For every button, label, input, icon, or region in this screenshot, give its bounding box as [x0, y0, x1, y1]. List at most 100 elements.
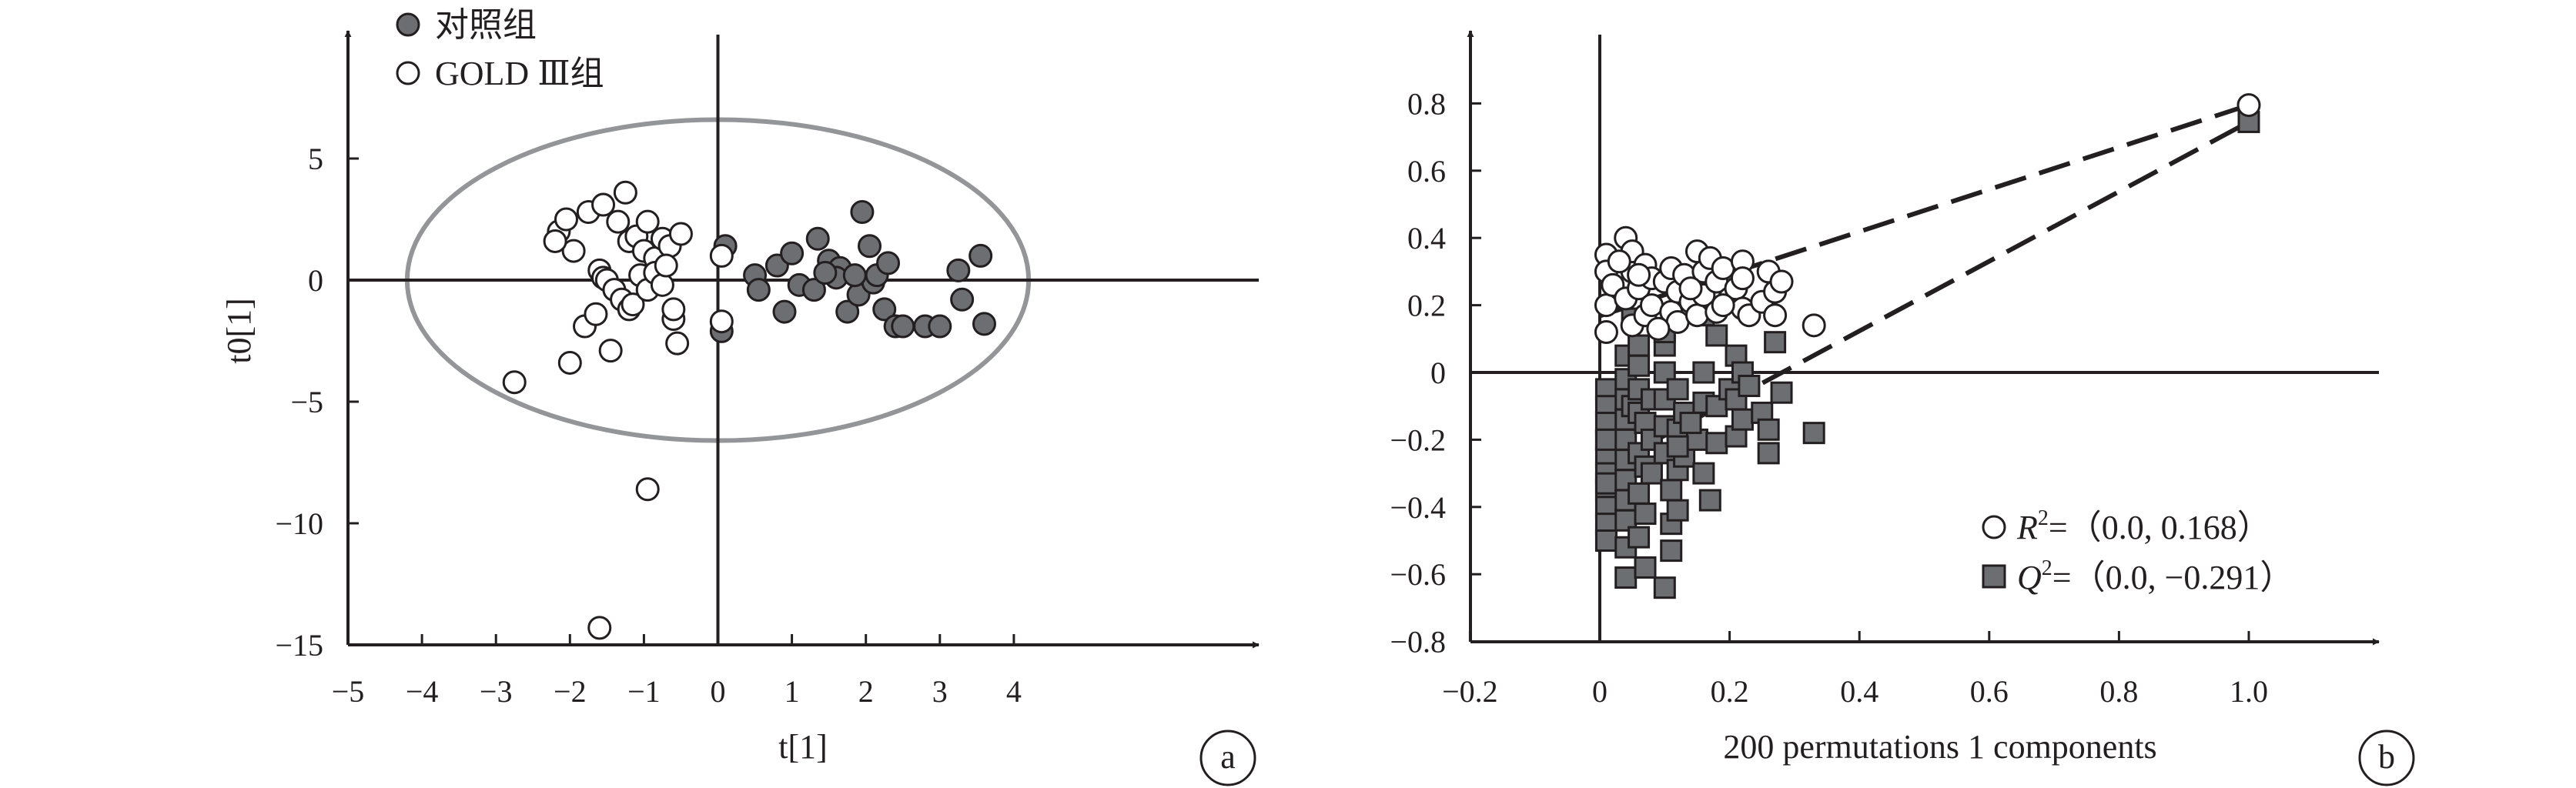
q2-point: [1802, 422, 1825, 445]
gold3-point: [613, 180, 637, 205]
gold3-point: [591, 192, 616, 217]
control-point: [746, 278, 771, 302]
control-point: [876, 251, 901, 275]
panel-a-badge: a: [1199, 730, 1256, 786]
control-point: [801, 278, 826, 302]
panel-b: −0.2 0 0.2 0.4 0.6 0.8 1.0 0.8 0.6 0.4 0.2 0 −0.2 −0.…: [1390, 30, 2415, 786]
gold3-point: [654, 253, 678, 278]
r2-point: [1627, 262, 1651, 287]
panel-b-x-tick-label: 0.8: [2099, 674, 2138, 709]
r2-point: [2236, 93, 2261, 118]
panel-b-x-tick-label: 0: [1592, 674, 1607, 709]
panel-a-x-tick-label: −5: [332, 674, 365, 709]
q2-point: [1594, 529, 1618, 552]
q2-point: [1628, 526, 1651, 549]
gold3-point: [584, 302, 608, 326]
panel-b-x-axis-label: 200 permutations 1 components: [1723, 728, 2156, 766]
gold3-point: [650, 272, 674, 297]
q2-point: [1653, 576, 1676, 599]
panel-b-y-tick-label: 0.4: [1407, 221, 1446, 255]
q2-point: [1628, 482, 1651, 505]
panel-a-x-tick-label: 3: [932, 674, 948, 709]
control-point: [858, 234, 882, 259]
panel-a-y-tick-label: 0: [308, 263, 323, 298]
r2-point: [1730, 266, 1755, 291]
gold3-point: [635, 209, 660, 234]
q2-point: [1705, 324, 1728, 347]
q2-point: [1705, 432, 1728, 455]
control-point: [872, 297, 897, 322]
panel-b-tick-labels: −0.2 0 0.2 0.4 0.6 0.8 1.0 0.8 0.6 0.4 0.2 0 −0.2 −0.…: [1390, 86, 2268, 709]
r2-point: [1711, 256, 1735, 281]
panel-a-x-tick-label: −2: [554, 674, 587, 709]
q2-point: [1660, 539, 1683, 563]
q2-point: [1594, 472, 1618, 495]
panel-b-x-tick-label: 0.6: [1970, 674, 2009, 709]
panel-b-y-tick-label: −0.6: [1390, 557, 1446, 592]
panel-a-x-tick-label: 0: [711, 674, 726, 709]
legend-q2-label: Q2=（0.0, −0.291）: [2017, 556, 2293, 596]
panel-b-y-tick-label: 0.2: [1407, 289, 1446, 323]
panel-a-x-tick-label: 2: [858, 674, 874, 709]
q2-point: [1764, 331, 1787, 354]
r2-point: [1639, 293, 1664, 318]
control-point: [946, 258, 971, 282]
r2-point: [1607, 249, 1631, 274]
panel-a-legend: 对照组 GOLD Ⅲ组: [396, 6, 604, 92]
gold3-point: [557, 350, 582, 375]
gold3-point: [621, 292, 645, 317]
r2-point: [1711, 293, 1735, 318]
q2-point: [1660, 479, 1683, 502]
panel-b-x-tick-label: −0.2: [1442, 674, 1498, 709]
gold3-point: [661, 297, 686, 322]
gold3-point: [561, 239, 586, 263]
q2-point: [1757, 418, 1780, 441]
control-point: [969, 243, 993, 268]
panel-label-a: a: [1220, 738, 1236, 776]
r2-point: [1802, 313, 1826, 338]
r2-point: [1678, 276, 1703, 301]
control-point: [780, 241, 805, 265]
legend-gold3-marker: [396, 61, 420, 85]
q2-point: [1634, 503, 1657, 526]
q2-point: [1666, 499, 1689, 522]
panel-b-y-tick-label: 0.6: [1407, 154, 1446, 189]
gold3-point: [665, 331, 690, 356]
gold3-point: [587, 616, 612, 640]
q2-point: [1640, 462, 1663, 485]
r2-point: [1763, 303, 1788, 328]
panel-a-points: [502, 180, 996, 640]
legend-gold3-label: GOLD Ⅲ组: [435, 55, 604, 92]
panel-b-x-tick-label: 0.2: [1711, 674, 1749, 709]
panel-b-y-tick-label: −0.2: [1390, 422, 1446, 457]
q2-point: [1692, 361, 1715, 384]
gold3-point: [635, 477, 660, 502]
r2-point: [1594, 293, 1618, 318]
panel-b-y-tick-label: −0.4: [1390, 490, 1446, 525]
gold3-point: [709, 243, 734, 268]
control-point: [972, 312, 996, 336]
r2-point: [1594, 320, 1618, 345]
control-point: [805, 226, 830, 251]
panel-a: −5 −4 −3 −2 −1 0 1 2 3 450−5−10−15 t[1] t0[1] 对照组…: [220, 6, 1260, 786]
panel-b-y-tick-label: 0.8: [1407, 86, 1446, 121]
q2-point: [1594, 428, 1618, 451]
q2-point: [1770, 381, 1793, 404]
gold3-point: [543, 229, 567, 253]
legend-q2-marker: [1982, 564, 2006, 589]
panel-a-axes: [344, 30, 1260, 649]
q2-point: [1628, 354, 1651, 377]
legend-control-label: 对照组: [435, 6, 537, 44]
legend-r2-marker: [1982, 515, 2006, 539]
panel-a-y-tick-label: −15: [275, 628, 323, 663]
q2-point: [1614, 566, 1638, 589]
control-point: [950, 287, 975, 312]
gold3-point: [606, 209, 631, 234]
panel-label-b: b: [2378, 738, 2395, 776]
r2-point: [1769, 269, 1794, 294]
r2-point: [1646, 316, 1671, 341]
control-point: [772, 299, 797, 324]
q2-point: [1725, 425, 1748, 448]
panel-a-y-tick-label: −5: [290, 385, 323, 419]
